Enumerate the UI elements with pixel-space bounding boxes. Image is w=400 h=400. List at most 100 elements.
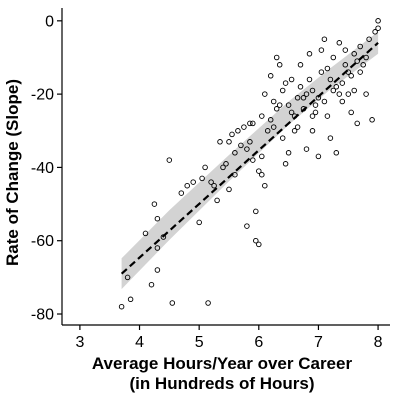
data-point xyxy=(166,157,173,163)
data-point xyxy=(205,300,211,306)
data-point xyxy=(321,36,328,42)
data-point xyxy=(241,124,247,130)
trend-line xyxy=(120,41,379,275)
data-point xyxy=(232,150,238,156)
data-point xyxy=(250,120,256,127)
data-point xyxy=(357,43,363,50)
x-axis-title-line-2: (in Hundreds of Hours) xyxy=(129,374,314,393)
data-point xyxy=(226,139,232,145)
data-point xyxy=(366,36,372,42)
data-point xyxy=(148,281,155,288)
data-point xyxy=(214,197,220,204)
data-point xyxy=(270,124,277,130)
data-point xyxy=(342,47,349,53)
data-point xyxy=(306,76,313,83)
data-point xyxy=(348,109,354,116)
data-point xyxy=(351,51,357,57)
data-point xyxy=(259,171,265,178)
data-point xyxy=(339,80,346,86)
data-point xyxy=(318,69,325,75)
data-point xyxy=(312,109,319,116)
data-point xyxy=(178,190,185,196)
data-point xyxy=(244,146,250,152)
confidence-band xyxy=(121,31,379,290)
data-points-layer xyxy=(118,18,381,310)
data-point xyxy=(256,241,262,248)
data-point xyxy=(363,54,369,61)
data-point xyxy=(285,150,292,156)
data-point xyxy=(154,215,161,222)
data-point xyxy=(297,62,304,68)
data-point xyxy=(196,219,202,226)
data-point xyxy=(372,29,378,35)
x-tick-label: 4 xyxy=(135,334,144,351)
data-point xyxy=(238,142,244,149)
data-point xyxy=(199,175,205,182)
data-point xyxy=(294,95,301,101)
data-point xyxy=(363,91,369,97)
data-point xyxy=(267,73,274,79)
data-point xyxy=(270,98,277,105)
data-point xyxy=(345,91,352,97)
data-point xyxy=(279,135,286,141)
data-point xyxy=(223,161,229,167)
data-point xyxy=(348,73,354,79)
data-point xyxy=(354,58,360,64)
data-point xyxy=(127,296,134,303)
y-ticks: 0 -20 -40 -60 -80 xyxy=(31,13,62,324)
data-point xyxy=(303,146,310,152)
data-point xyxy=(244,223,250,229)
x-tick-label: 7 xyxy=(314,334,323,351)
data-point xyxy=(330,54,337,61)
data-point xyxy=(300,95,307,101)
data-point xyxy=(318,47,325,53)
data-point xyxy=(229,131,235,138)
data-point xyxy=(336,40,343,46)
data-point xyxy=(151,201,158,207)
data-point xyxy=(309,87,316,94)
data-point xyxy=(282,161,289,167)
data-point xyxy=(375,25,381,31)
data-point xyxy=(288,109,295,116)
data-point xyxy=(276,62,283,68)
data-point xyxy=(303,91,310,97)
data-point xyxy=(247,120,253,127)
data-point xyxy=(354,120,360,127)
data-point xyxy=(309,113,316,119)
data-point xyxy=(226,186,232,193)
y-tick-label: -40 xyxy=(31,160,54,177)
data-point xyxy=(247,139,253,145)
data-point xyxy=(259,153,265,160)
data-point xyxy=(297,84,304,90)
data-point xyxy=(142,230,149,237)
data-point xyxy=(118,303,125,310)
data-point xyxy=(264,128,271,134)
data-point xyxy=(285,102,292,108)
data-point xyxy=(184,182,190,189)
data-point xyxy=(357,69,363,75)
data-point xyxy=(256,168,262,174)
data-point xyxy=(288,76,295,83)
data-point xyxy=(351,87,357,94)
x-tick-label: 8 xyxy=(374,334,383,351)
x-tick-label: 5 xyxy=(195,334,204,351)
data-point xyxy=(342,62,349,68)
data-point xyxy=(282,80,289,86)
y-tick-label: -80 xyxy=(31,307,54,324)
data-point xyxy=(336,91,343,97)
data-point xyxy=(259,113,265,119)
data-point xyxy=(369,117,375,123)
data-point xyxy=(208,179,214,185)
data-point xyxy=(169,300,176,306)
x-axis-title-line-1: Average Hours/Year over Career xyxy=(92,354,353,373)
y-tick-label: -60 xyxy=(31,233,54,250)
data-point xyxy=(309,128,316,134)
data-point xyxy=(333,84,340,90)
data-point xyxy=(327,76,334,83)
data-point xyxy=(250,157,256,163)
x-tick-label: 6 xyxy=(254,334,263,351)
data-point xyxy=(315,153,322,160)
y-tick-label: -20 xyxy=(31,87,54,104)
data-point xyxy=(330,87,337,94)
